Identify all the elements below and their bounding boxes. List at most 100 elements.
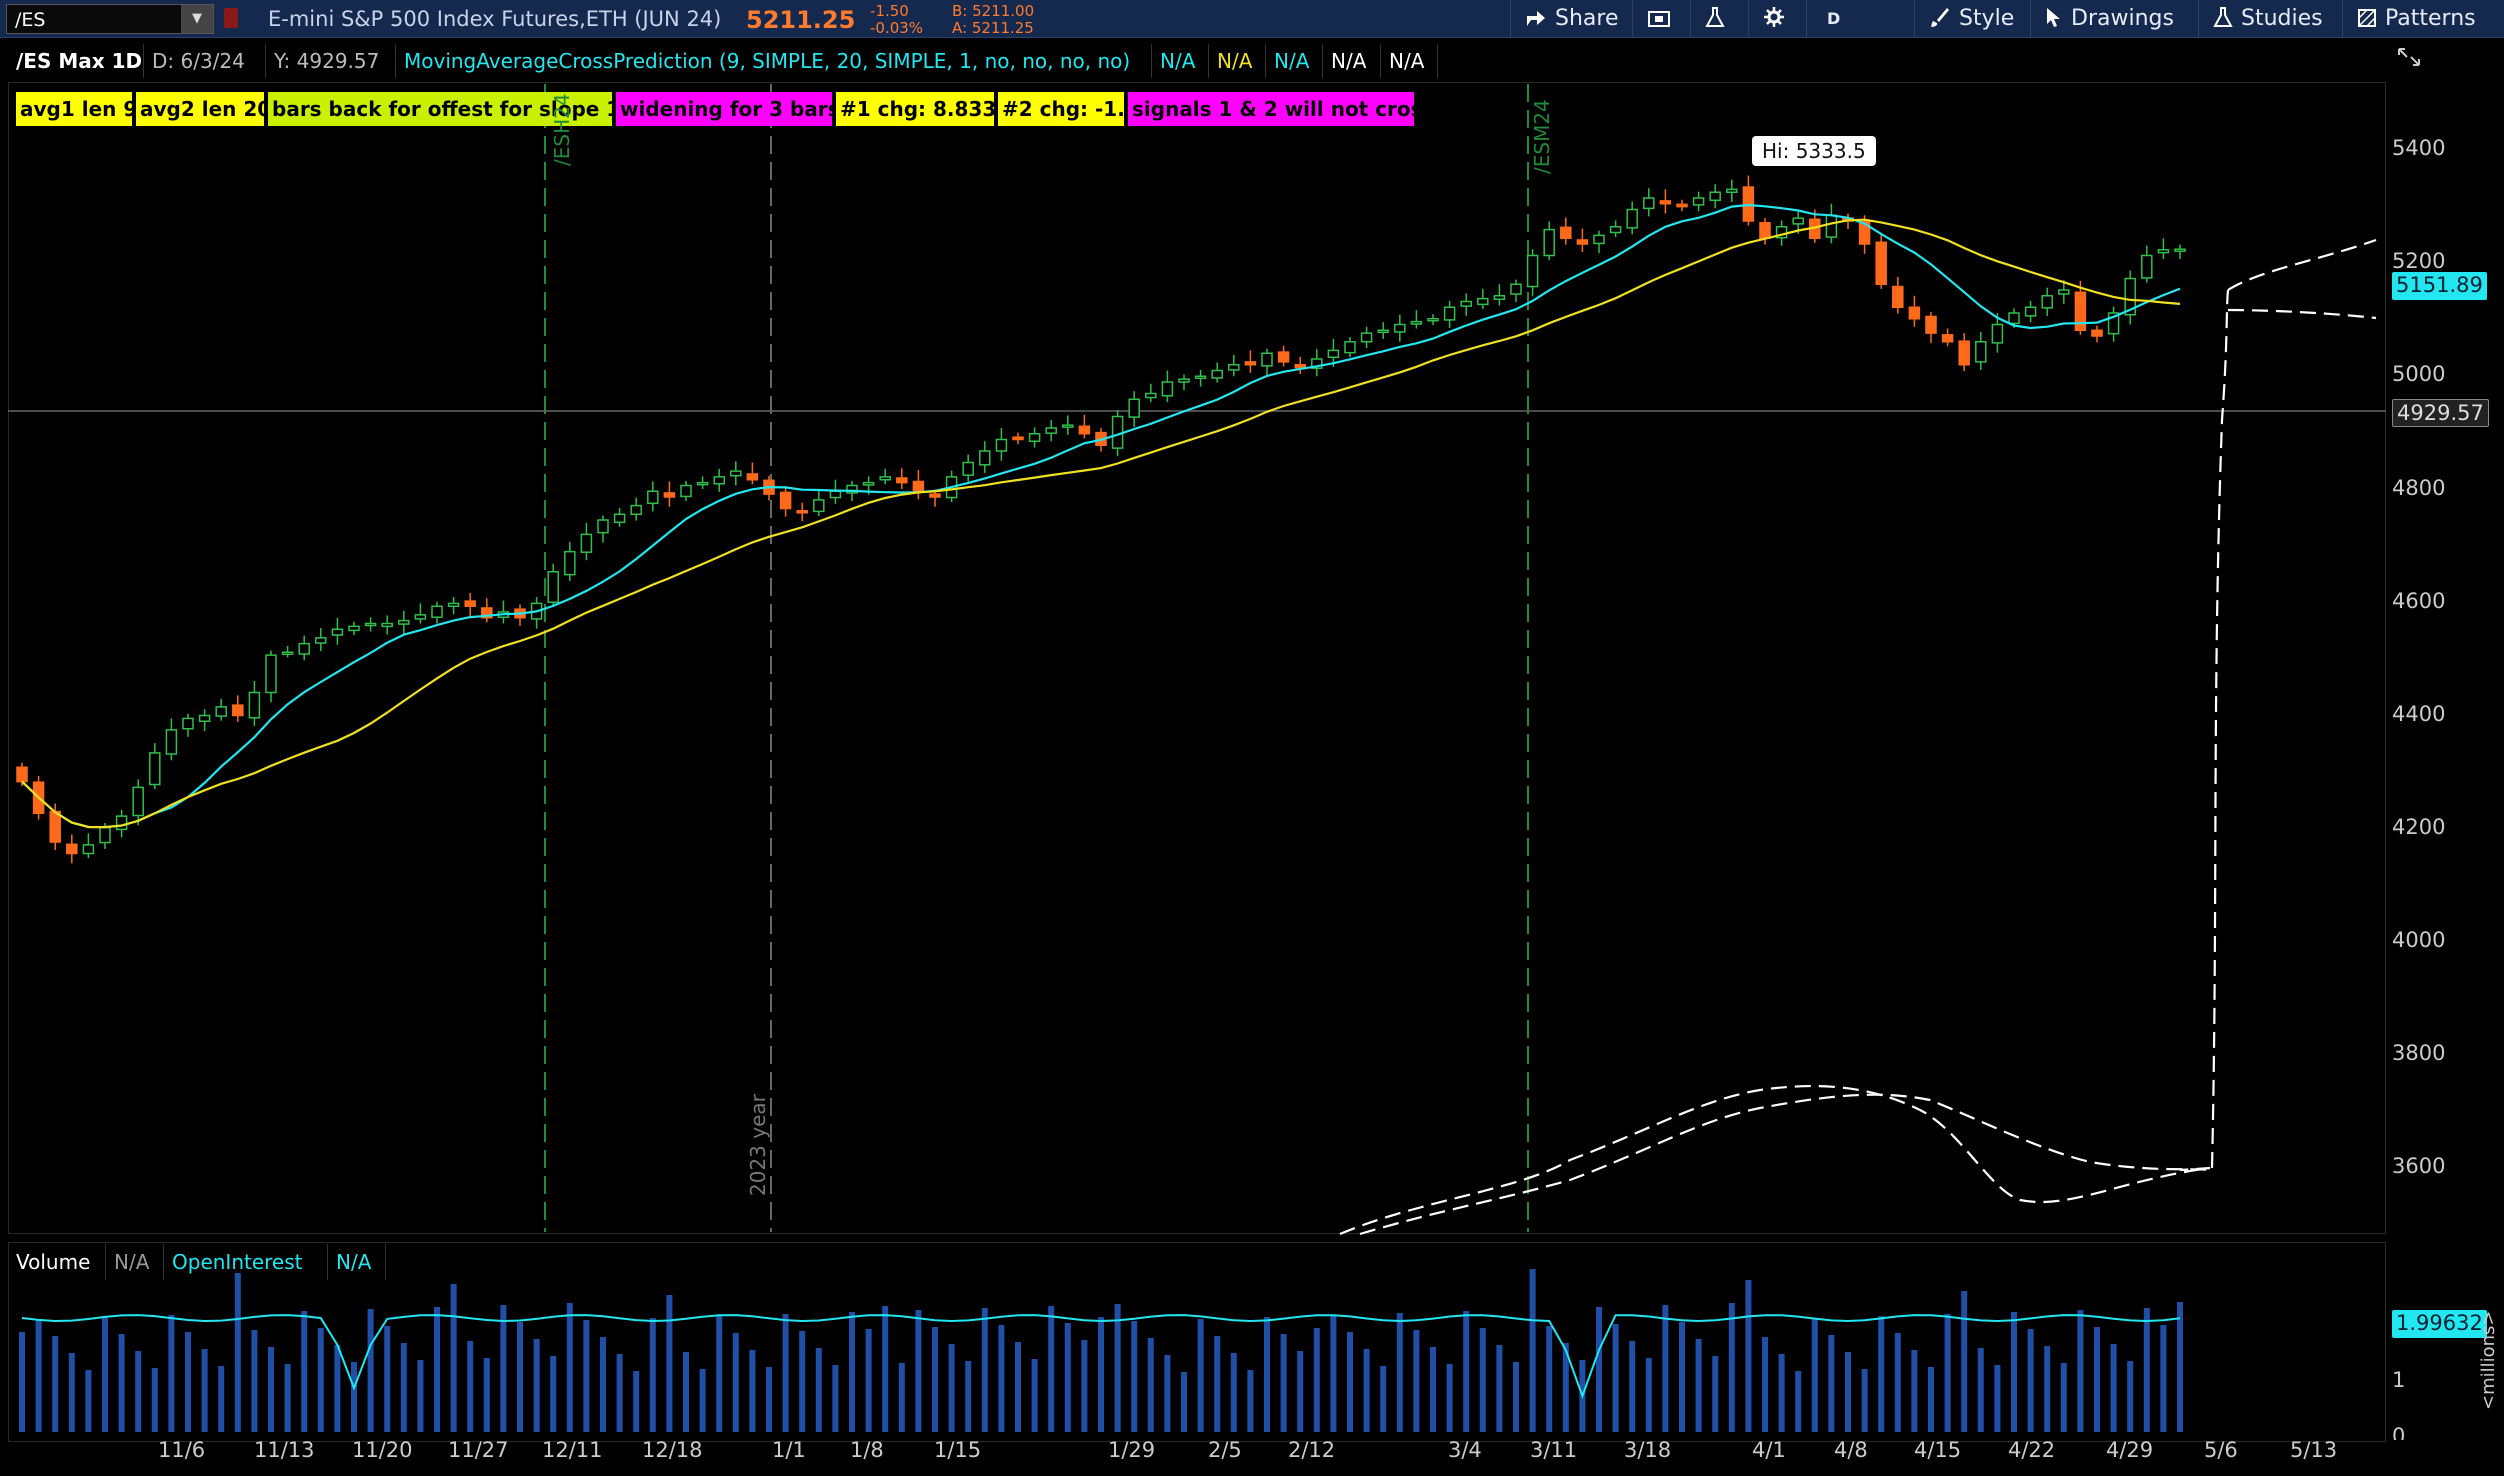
study-value: N/A [1209, 44, 1266, 78]
volume-bar [334, 1345, 341, 1432]
snapshot-button[interactable] [1632, 0, 1690, 38]
study-label-chg2: #2 chg: -1.6 [998, 92, 1124, 126]
period-label: D [1827, 9, 1841, 28]
candle-body [1012, 436, 1024, 441]
volume-bar [832, 1365, 839, 1432]
candle-body [364, 622, 377, 627]
volume-bar [1712, 1356, 1719, 1432]
y-tick: 3800 [2392, 1041, 2446, 1065]
symbol-text: /ES [15, 9, 46, 31]
volume-bar [1048, 1306, 1055, 1432]
candle-body [1526, 254, 1539, 288]
volume-bar [1463, 1311, 1470, 1432]
volume-bar [1878, 1316, 1885, 1432]
candle-body [896, 477, 908, 484]
study-label-avg1: avg1 len 9 [16, 92, 132, 126]
volume-bar [400, 1343, 407, 1432]
candle-body [182, 717, 194, 730]
symbol-period[interactable]: /ES Max 1D [8, 44, 144, 78]
volume-bar [35, 1319, 42, 1432]
candle-body [1045, 427, 1057, 434]
flask-button[interactable] [1690, 0, 1748, 38]
y-tick: 3600 [2392, 1154, 2446, 1178]
x-tick: 3/11 [1530, 1438, 1578, 1462]
drawings-button[interactable]: Drawings [2030, 0, 2198, 38]
candle-body [464, 600, 476, 608]
volume-bar [1413, 1330, 1420, 1432]
price-pane[interactable] [8, 82, 2386, 1234]
study-label-chg1: #1 chg: 8.8333 [836, 92, 994, 126]
candle-body [1709, 191, 1721, 202]
candle-body [348, 625, 360, 632]
candle-body [331, 628, 344, 636]
candle-body [1676, 203, 1688, 208]
ask-price: A: 5211.25 [952, 19, 1034, 37]
link-icon[interactable] [224, 8, 238, 28]
marker-year: 2023 year [746, 1094, 770, 1196]
volume-bar [1662, 1305, 1669, 1432]
volume-bar [1313, 1328, 1320, 1432]
candle-body [1111, 415, 1124, 449]
symbol-input[interactable]: /ES ▼ [6, 4, 214, 34]
studies-button[interactable]: Studies [2198, 0, 2342, 38]
prediction-curve [1339, 1085, 2211, 1236]
candle-body [1311, 358, 1323, 369]
volume-bar [998, 1325, 1005, 1432]
volume-bar [1164, 1355, 1171, 1432]
candle-body [1792, 217, 1804, 225]
x-tick: 11/13 [254, 1438, 315, 1462]
volume-bar [434, 1307, 440, 1432]
candle-body [796, 510, 808, 514]
volume-bar [351, 1362, 357, 1432]
volume-bar [185, 1332, 191, 1432]
candle-body [547, 571, 559, 603]
studies-label: Studies [2241, 6, 2323, 31]
style-button[interactable]: Style [1914, 0, 2030, 38]
volume-bar [1347, 1332, 1353, 1432]
settings-button[interactable] [1748, 0, 1806, 38]
period-button[interactable]: D [1806, 0, 1914, 38]
study-name[interactable]: MovingAverageCrossPrediction (9, SIMPLE,… [396, 44, 1152, 78]
candle-body [1560, 226, 1572, 239]
chevron-down-icon[interactable]: ▼ [181, 5, 213, 33]
volume-bar [649, 1318, 656, 1432]
volume-label[interactable]: Volume [8, 1244, 106, 1280]
volume-bar [2127, 1361, 2134, 1432]
candle-body [564, 550, 576, 576]
prediction-curve [2227, 308, 2377, 320]
candle-body [746, 473, 759, 481]
volume-bar [1811, 1318, 1818, 1432]
volume-bar [1828, 1335, 1835, 1432]
study-value: N/A [1152, 44, 1209, 78]
candle-body [1941, 334, 1954, 343]
y-tick: 4400 [2392, 702, 2446, 726]
net-change: -1.50 [870, 2, 909, 20]
candle-body [1925, 315, 1937, 334]
volume-bar [799, 1331, 806, 1432]
volume-bar [1015, 1342, 1021, 1432]
share-button[interactable]: Share [1510, 0, 1632, 38]
marker-esh24: /ESH24 [550, 93, 574, 166]
study-label-slope: bars back for offest for slope 1 [268, 92, 612, 126]
candle-body [1858, 220, 1871, 245]
candle-body [232, 704, 244, 717]
candle-body [1211, 369, 1223, 379]
candle-body [1576, 239, 1589, 245]
y-tick: 5000 [2392, 362, 2446, 386]
candle-body [298, 642, 310, 655]
volume-bar [1131, 1321, 1138, 1432]
high-label: Hi: 5333.5 [1752, 136, 1876, 166]
candle-body [1892, 285, 1904, 308]
candle-body [1460, 300, 1472, 307]
volume-bar [732, 1333, 739, 1432]
volume-pane[interactable] [8, 1242, 2386, 1442]
study-value: N/A [1381, 44, 1438, 78]
open-interest-label[interactable]: OpenInterest [164, 1244, 328, 1280]
volume-bar [1247, 1370, 1254, 1432]
expand-icon[interactable] [2396, 46, 2422, 68]
x-tick: 1/29 [1108, 1438, 1156, 1462]
candle-body [613, 513, 626, 524]
patterns-button[interactable]: Patterns [2342, 0, 2504, 38]
volume-bar [1181, 1372, 1187, 1432]
